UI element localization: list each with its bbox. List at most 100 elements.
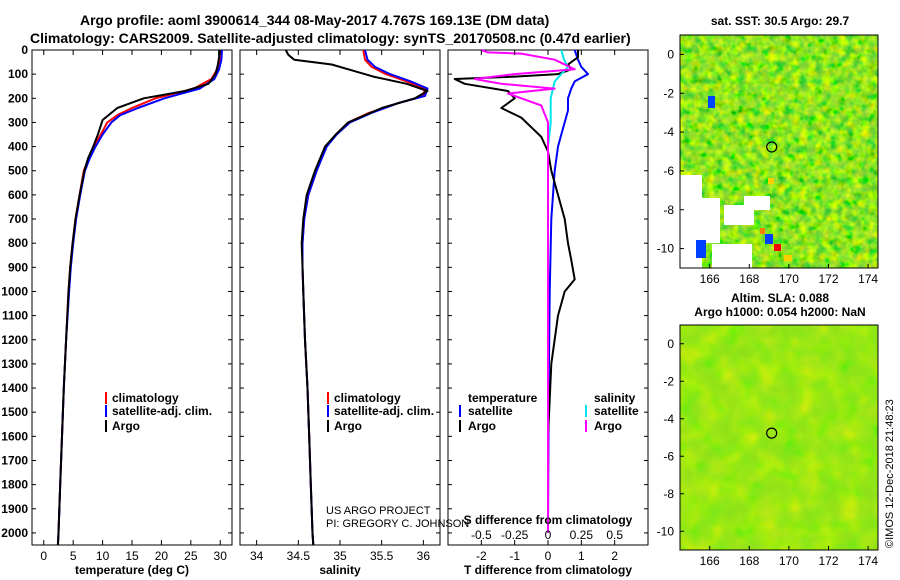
- temperature-x-tick-labels: 0 5 10 15 20 25 30: [40, 50, 227, 563]
- x-tick-label: 5: [70, 549, 77, 563]
- sst-missing-data: [702, 198, 720, 243]
- map-y-tick-label: -8: [663, 203, 674, 217]
- map-y-tick-label: -4: [663, 125, 674, 139]
- map-x-tick-label: 174: [858, 554, 878, 568]
- sst-y-tick-labels: 0 -2 -4 -6 -8 -10: [657, 47, 684, 256]
- x-tick-label: 15: [125, 549, 139, 563]
- x-tick-label: 20: [155, 549, 169, 563]
- legend-s-satellite-label: satellite: [594, 404, 639, 418]
- sst-warm-patch: [760, 228, 765, 234]
- legend-s-argo-label: Argo: [594, 419, 622, 433]
- x-tick-label: -2: [476, 549, 487, 563]
- title-line-2: Climatology: CARS2009. Satellite-adjuste…: [30, 30, 631, 46]
- title-line-1: Argo profile: aoml 3900614_344 08-May-20…: [80, 12, 549, 28]
- x-tick-label: 10: [96, 549, 110, 563]
- map-y-tick-label: 0: [667, 47, 674, 61]
- temperature-panel-frame: [31, 49, 233, 546]
- imos-credit: ©IMOS 12-Dec-2018 21:48:23: [884, 399, 896, 548]
- depth-tick-label: 100: [8, 67, 28, 81]
- project-credit: US ARGO PROJECT: [326, 505, 431, 517]
- x-tick-label: 30: [214, 549, 228, 563]
- s-tick-label: -0.25: [501, 528, 529, 542]
- legend-climatology-label: climatology: [334, 391, 401, 405]
- sst-warm-patch: [784, 255, 792, 261]
- x-tick-label: 36: [417, 549, 431, 563]
- sla-map-title-1: Altim. SLA: 0.088: [731, 291, 829, 305]
- depth-tick-label: 600: [8, 188, 28, 202]
- map-x-tick-label: 170: [779, 272, 799, 286]
- depth-tick-label: 400: [8, 140, 28, 154]
- s-tick-label: -0.5: [471, 528, 492, 542]
- map-x-tick-label: 174: [858, 272, 878, 286]
- depth-tick-label: 1300: [1, 357, 28, 371]
- legend-climatology-label: climatology: [112, 391, 179, 405]
- map-x-tick-label: 170: [779, 554, 799, 568]
- depth-tick-label: 2000: [1, 526, 28, 540]
- depth-axis-labels: 0 100 200 300 400 500 600 700 800 900 1000 1100 1200…: [1, 43, 28, 540]
- depth-tick-label: 800: [8, 236, 28, 250]
- depth-tick-label: 500: [8, 164, 28, 178]
- depth-tick-label: 0: [21, 43, 28, 57]
- depth-tick-label: 1600: [1, 429, 28, 443]
- depth-tick-label: 1000: [1, 284, 28, 298]
- legend-satellite-label: satellite-adj. clim.: [112, 404, 212, 418]
- depth-tick-label: 1400: [1, 381, 28, 395]
- salinity-x-tick-labels: 34 34.5 35 35.5 36: [250, 50, 430, 563]
- difference-legend: temperature satellite Argo salinity sate…: [459, 391, 639, 433]
- salinity-panel-frame: [239, 49, 441, 546]
- map-x-tick-label: 166: [700, 272, 720, 286]
- difference-series-salinity-argo: [473, 49, 576, 533]
- x-tick-label: 25: [184, 549, 198, 563]
- legend-heading-salinity: salinity: [594, 391, 636, 405]
- legend-t-argo-label: Argo: [468, 419, 496, 433]
- sla-map-field: [680, 325, 878, 550]
- x-tick-label: 35.5: [370, 549, 394, 563]
- sst-argo-marker: [766, 141, 778, 153]
- sst-map-title: sat. SST: 30.5 Argo: 29.7: [711, 14, 850, 28]
- x-tick-label: 34.5: [287, 549, 311, 563]
- salinity-legend: climatology satellite-adj. clim. Argo: [327, 391, 434, 433]
- x-tick-label: 0: [40, 549, 47, 563]
- sst-map: [680, 35, 878, 268]
- temperature-series-climatology: [56, 49, 222, 546]
- map-y-tick-label: -10: [657, 242, 675, 256]
- legend-satellite-label: satellite-adj. clim.: [334, 404, 434, 418]
- depth-tick-label: 700: [8, 212, 28, 226]
- salinity-series-argo: [284, 49, 429, 546]
- sst-map-frame: [679, 34, 879, 269]
- s-tick-label: 0: [545, 528, 552, 542]
- depth-tick-label: 1100: [2, 309, 28, 323]
- sst-cold-patch: [708, 96, 715, 108]
- sla-map-title-2: Argo h1000: 0.054 h2000: NaN: [694, 305, 865, 319]
- sst-cold-patch: [696, 240, 706, 258]
- difference-series-temperature-argo: [453, 50, 579, 533]
- t-difference-axis-label: T difference from climatology: [464, 563, 632, 577]
- x-tick-label: 1: [578, 549, 585, 563]
- x-tick-label: 0: [545, 549, 552, 563]
- map-x-tick-label: 166: [700, 554, 720, 568]
- temperature-axis-label: temperature (deg C): [75, 563, 189, 577]
- sst-missing-data: [712, 244, 752, 268]
- legend-heading-temperature: temperature: [468, 391, 538, 405]
- depth-tick-label: 1800: [1, 478, 28, 492]
- depth-tick-label: 1900: [1, 502, 28, 516]
- temperature-profile-lines: [56, 49, 223, 546]
- x-tick-label: 35: [333, 549, 347, 563]
- depth-tick-label: 1200: [1, 333, 28, 347]
- difference-x-tick-labels: -2 -1 0 1 2: [476, 50, 618, 563]
- depth-tick-label: 1500: [1, 405, 28, 419]
- sla-map: [680, 325, 878, 550]
- map-y-tick-label: -6: [663, 449, 674, 463]
- sst-warm-patch: [768, 178, 774, 184]
- depth-tick-label: 200: [8, 91, 28, 105]
- pi-credit: PI: GREGORY C. JOHNSON: [326, 518, 469, 530]
- sla-y-tick-labels: 0 -2 -4 -6 -8 -10: [657, 337, 684, 538]
- salinity-profile-lines: [284, 49, 429, 546]
- sst-x-tick-labels: 166 168 170 172 174: [700, 264, 878, 286]
- temperature-series-argo: [56, 50, 221, 546]
- legend-argo-label: Argo: [112, 419, 140, 433]
- map-y-tick-label: 0: [667, 337, 674, 351]
- x-tick-label: 2: [611, 549, 618, 563]
- depth-tick-label: 300: [8, 115, 28, 129]
